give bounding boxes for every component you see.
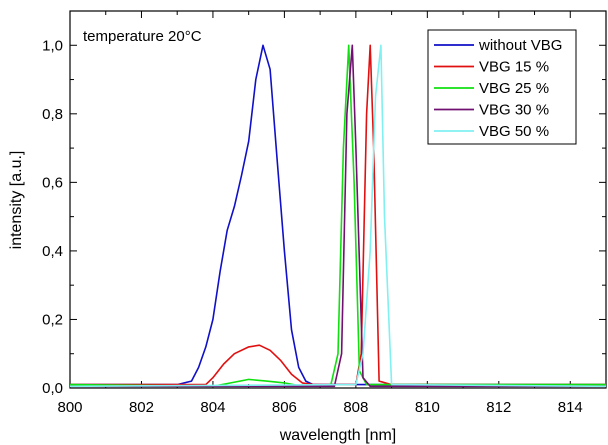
x-tick-label: 810 (415, 399, 440, 416)
x-tick-label: 808 (343, 399, 368, 416)
legend-label: without VBG (478, 37, 562, 54)
legend-label: VBG 30 % (479, 102, 549, 119)
y-tick-label: 0,4 (42, 243, 63, 260)
x-axis-title: wavelength [nm] (279, 427, 397, 444)
series-line-vbg-30 (70, 44, 606, 388)
chart-annotation: temperature 20°C (83, 28, 202, 45)
legend-label: VBG 50 % (479, 123, 549, 140)
legend: without VBG VBG 15 % VBG 25 % VBG 30 % VBG 5… (427, 29, 577, 145)
legend-box (427, 29, 577, 145)
y-axis-title: intensity [a.u.] (8, 151, 25, 250)
y-tick-label: 1,0 (42, 37, 63, 54)
x-tick-label: 814 (558, 399, 583, 416)
x-tick-label: 802 (129, 399, 154, 416)
y-tick-label: 0,6 (42, 174, 63, 191)
series-line-vbg-50 (69, 44, 607, 388)
legend-label: VBG 15 % (479, 59, 549, 76)
series-line-without-vbg (70, 44, 606, 386)
legend-label: VBG 25 % (479, 80, 549, 97)
series-line-vbg-15 (70, 44, 606, 386)
y-tick-label: 0,8 (42, 106, 63, 123)
x-tick-label: 804 (200, 399, 225, 416)
x-tick-label: 800 (57, 399, 82, 416)
x-tick-label: 806 (272, 399, 297, 416)
series-lines (69, 44, 607, 388)
y-tick-label: 0,2 (42, 311, 63, 328)
y-tick-label: 0,0 (42, 380, 63, 397)
x-tick-label: 812 (486, 399, 511, 416)
